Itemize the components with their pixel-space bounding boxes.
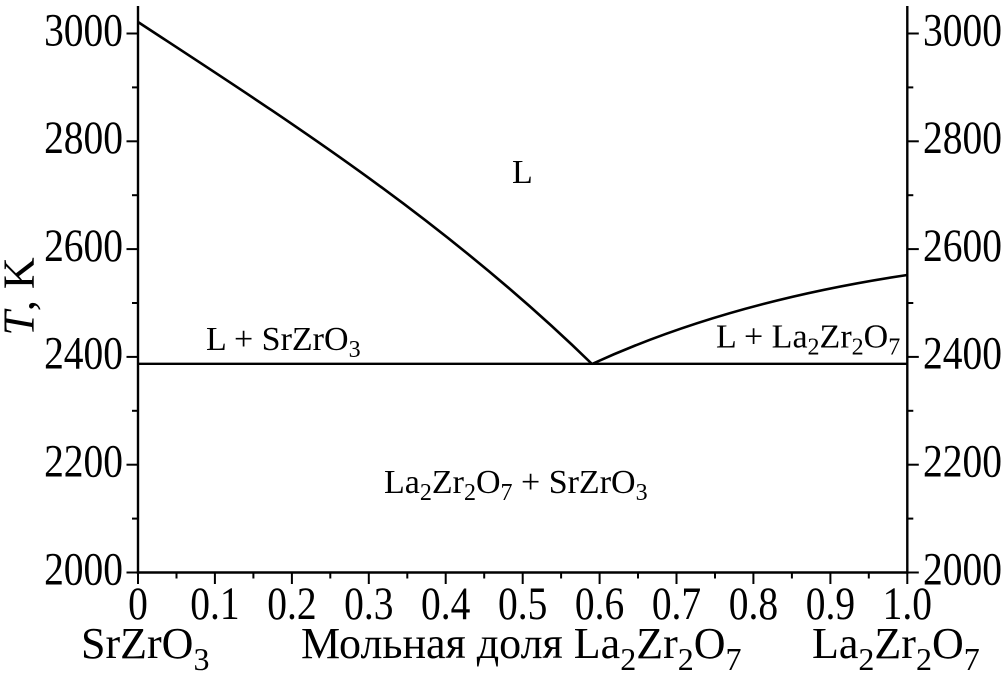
svg-text:2200: 2200	[44, 435, 123, 487]
svg-text:3000: 3000	[923, 4, 1002, 56]
svg-text:2400: 2400	[923, 328, 1002, 380]
svg-text:SrZrO3: SrZrO3	[81, 619, 209, 677]
svg-text:La2Zr2O7 + SrZrO3: La2Zr2O7 + SrZrO3	[384, 464, 648, 506]
svg-text:0.3: 0.3	[344, 578, 393, 630]
svg-text:L: L	[512, 154, 533, 191]
svg-text:2600: 2600	[923, 220, 1002, 272]
svg-text:2800: 2800	[923, 112, 1002, 164]
svg-text:2000: 2000	[923, 543, 1002, 595]
svg-text:0.1: 0.1	[190, 578, 239, 630]
svg-text:0.8: 0.8	[729, 578, 778, 630]
svg-text:1.0: 1.0	[883, 578, 932, 630]
svg-text:0.9: 0.9	[806, 578, 855, 630]
svg-text:0.4: 0.4	[421, 578, 471, 630]
svg-text:Мольная доля La2Zr2O7: Мольная доля La2Zr2O7	[301, 619, 742, 677]
svg-text:0.5: 0.5	[498, 578, 547, 630]
svg-text:L + La2Zr2O7: L + La2Zr2O7	[716, 318, 900, 360]
svg-text:2000: 2000	[44, 543, 123, 595]
svg-text:2600: 2600	[44, 220, 123, 272]
svg-text:0: 0	[128, 578, 148, 630]
svg-text:La2Zr2O7: La2Zr2O7	[812, 619, 980, 677]
svg-text:L + SrZrO3: L + SrZrO3	[206, 321, 361, 363]
svg-text:2200: 2200	[923, 435, 1002, 487]
svg-text:2800: 2800	[44, 112, 123, 164]
svg-text:0.2: 0.2	[267, 578, 316, 630]
svg-text:2400: 2400	[44, 328, 123, 380]
svg-text:3000: 3000	[44, 4, 123, 56]
svg-text:0.7: 0.7	[652, 578, 701, 630]
svg-text:T, K: T, K	[0, 257, 44, 335]
svg-text:0.6: 0.6	[575, 578, 624, 630]
